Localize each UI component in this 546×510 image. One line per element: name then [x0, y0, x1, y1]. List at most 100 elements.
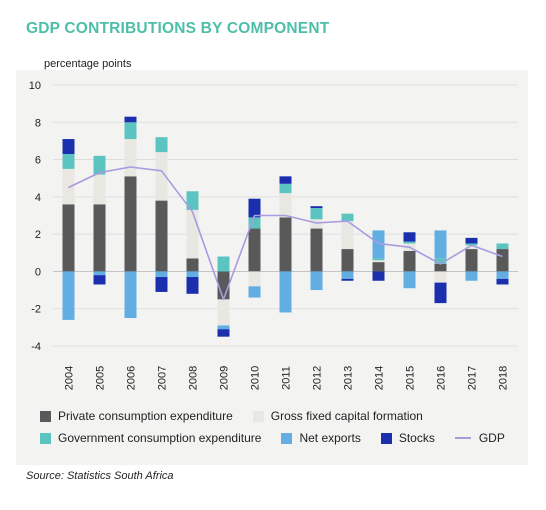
- bar-government: [155, 137, 168, 153]
- bar-net_exports: [124, 271, 137, 319]
- bar-government: [217, 256, 230, 272]
- bar-gfcf: [465, 245, 478, 250]
- legend-swatch-stocks: [380, 432, 392, 444]
- bar-private: [248, 228, 261, 272]
- bar-government: [496, 243, 509, 250]
- bar-stocks: [124, 116, 137, 123]
- bar-government: [341, 213, 354, 222]
- bar-government: [403, 241, 416, 244]
- y-tick-label: -2: [31, 304, 41, 316]
- bar-government: [279, 183, 292, 194]
- bar-government: [62, 153, 75, 169]
- legend-label-government: Government consumption expenditure: [58, 431, 262, 445]
- bar-stocks: [248, 198, 261, 218]
- bar-government: [372, 258, 385, 261]
- legend-item-stocks: Stocks: [380, 431, 435, 445]
- bar-stocks: [155, 277, 168, 292]
- bar-net_exports: [217, 325, 230, 330]
- bar-gfcf: [62, 168, 75, 205]
- legend-label-gdp: GDP: [478, 431, 505, 445]
- bar-stocks: [279, 176, 292, 184]
- legend-swatch-gdp: [454, 437, 471, 439]
- bar-stocks: [62, 139, 75, 154]
- bar-government: [248, 217, 261, 229]
- bar-private: [341, 249, 354, 272]
- legend-swatch-private: [40, 410, 51, 422]
- y-tick-label: 8: [35, 117, 41, 129]
- legend-row: Government consumption expenditure Net e…: [40, 427, 510, 449]
- bar-government: [434, 258, 447, 264]
- bar-stocks: [217, 329, 230, 337]
- bar-net_exports: [496, 271, 509, 279]
- bar-private: [186, 258, 199, 272]
- bar-net_exports: [372, 230, 385, 259]
- bar-stocks: [403, 232, 416, 242]
- bar-private: [496, 249, 509, 272]
- bar-net_exports: [465, 271, 478, 281]
- bar-gfcf: [217, 299, 230, 326]
- x-tick-label: 2017: [467, 366, 479, 390]
- legend-label-net-exports: Net exports: [299, 431, 361, 445]
- bar-gfcf: [155, 152, 168, 201]
- bar-gfcf: [279, 193, 292, 218]
- legend-label-gfcf: Gross fixed capital formation: [270, 409, 423, 423]
- bar-private: [279, 217, 292, 272]
- gdp-line: [68, 166, 503, 301]
- bar-stocks: [186, 277, 199, 294]
- x-tick-label: 2007: [157, 366, 169, 390]
- bar-private: [124, 176, 137, 272]
- legend-item-net-exports: Net exports: [281, 431, 361, 445]
- y-axis-unit-label: percentage points: [44, 58, 132, 70]
- bar-net_exports: [62, 271, 75, 320]
- bar-stocks: [341, 278, 354, 281]
- y-tick-label: 4: [35, 192, 41, 204]
- legend-swatch-net-exports: [281, 432, 293, 444]
- x-tick-label: 2009: [219, 366, 231, 390]
- chart-legend: Private consumption expenditure Gross fi…: [40, 405, 510, 449]
- bar-government: [93, 155, 106, 175]
- bar-stocks: [496, 278, 509, 285]
- bar-private: [62, 204, 75, 272]
- source-note: Source: Statistics South Africa: [26, 470, 174, 482]
- y-tick-label: 0: [35, 266, 41, 278]
- bar-private: [465, 249, 478, 272]
- bar-net_exports: [186, 271, 199, 278]
- x-tick-label: 2018: [498, 366, 510, 390]
- bar-private: [372, 262, 385, 272]
- bar-net_exports: [93, 271, 106, 276]
- x-tick-label: 2005: [95, 366, 107, 390]
- legend-label-private: Private consumption expenditure: [58, 409, 233, 423]
- bar-net_exports: [279, 271, 292, 313]
- legend-item-gdp: GDP: [454, 431, 505, 445]
- x-tick-label: 2013: [343, 366, 355, 390]
- bar-private: [403, 250, 416, 272]
- bar-gfcf: [93, 174, 106, 205]
- legend-item-private: Private consumption expenditure: [40, 409, 233, 423]
- x-tick-label: 2014: [374, 366, 386, 390]
- bar-private: [155, 200, 168, 272]
- bar-net_exports: [403, 271, 416, 289]
- bar-net_exports: [155, 271, 168, 278]
- bar-net_exports: [310, 271, 323, 291]
- x-tick-label: 2016: [436, 366, 448, 390]
- bar-net_exports: [248, 286, 261, 298]
- bar-stocks: [93, 275, 106, 285]
- bar-private: [310, 228, 323, 272]
- bar-gfcf: [248, 271, 261, 287]
- bar-gfcf: [186, 209, 199, 259]
- bar-stocks: [465, 237, 478, 244]
- bar-gfcf: [310, 219, 323, 229]
- y-tick-label: 10: [29, 80, 41, 92]
- x-tick-label: 2010: [250, 366, 262, 390]
- bar-private: [93, 204, 106, 272]
- bar-gfcf: [124, 139, 137, 177]
- x-tick-label: 2011: [281, 366, 293, 390]
- x-tick-label: 2012: [312, 366, 324, 390]
- x-tick-label: 2015: [405, 366, 417, 390]
- bar-stocks: [310, 206, 323, 209]
- legend-item-government: Government consumption expenditure: [40, 431, 261, 445]
- bar-government: [465, 243, 478, 246]
- bar-gfcf: [341, 221, 354, 250]
